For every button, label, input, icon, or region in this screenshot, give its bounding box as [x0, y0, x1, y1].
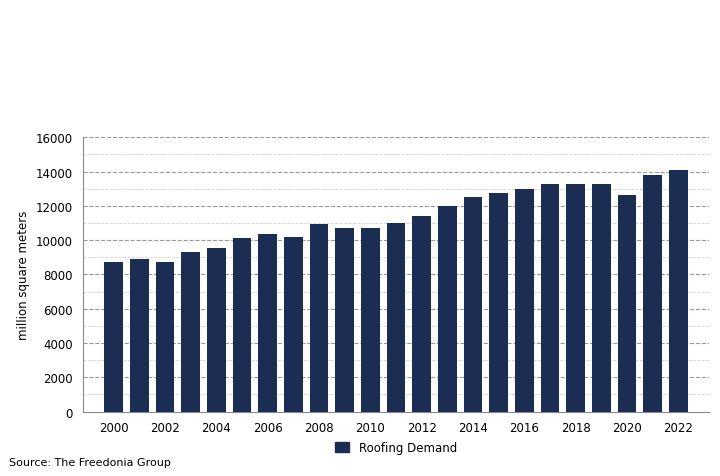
- Bar: [541, 185, 559, 412]
- Bar: [181, 253, 200, 412]
- Legend: Roofing Demand: Roofing Demand: [330, 437, 462, 459]
- Bar: [464, 198, 482, 412]
- Bar: [490, 194, 508, 412]
- Y-axis label: million square meters: million square meters: [17, 210, 30, 339]
- Bar: [310, 224, 328, 412]
- Bar: [644, 176, 662, 412]
- Bar: [361, 228, 379, 412]
- Bar: [130, 259, 148, 412]
- Bar: [207, 248, 225, 412]
- Bar: [438, 207, 456, 412]
- Bar: [618, 195, 636, 412]
- Bar: [592, 185, 611, 412]
- Bar: [387, 224, 405, 412]
- Bar: [156, 262, 174, 412]
- Bar: [336, 228, 354, 412]
- Bar: [413, 217, 431, 412]
- Text: Figure 3-2.
Global Roofing Demand,
2000 – 2022
(million square meters): Figure 3-2. Global Roofing Demand, 2000 …: [9, 8, 191, 76]
- Text: Source: The Freedonia Group: Source: The Freedonia Group: [9, 457, 171, 467]
- Bar: [567, 184, 585, 412]
- Text: Freedonia: Freedonia: [603, 95, 672, 108]
- Bar: [669, 170, 688, 412]
- Bar: [104, 262, 123, 412]
- Bar: [258, 235, 277, 412]
- Bar: [284, 237, 302, 412]
- Bar: [515, 189, 534, 412]
- Bar: [233, 238, 251, 412]
